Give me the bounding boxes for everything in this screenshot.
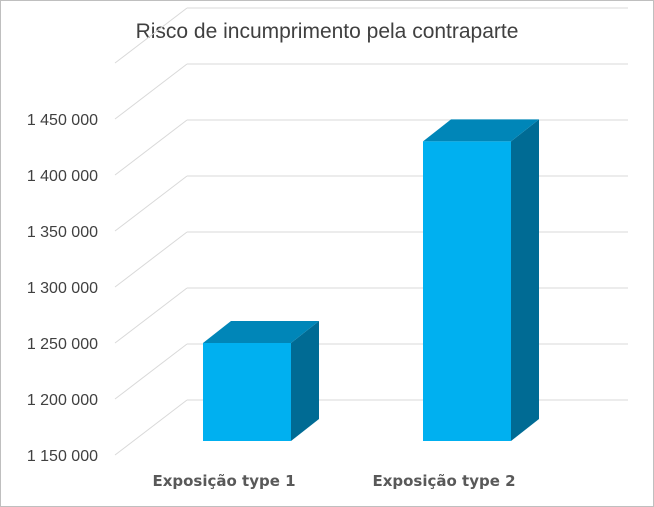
y-tick-label: 1 300 000 — [27, 280, 98, 297]
bar — [423, 141, 511, 441]
y-tick-label: 1 250 000 — [27, 336, 98, 353]
y-tick-label: 1 400 000 — [27, 168, 98, 185]
bar — [203, 343, 291, 441]
x-category-label: Exposição type 1 — [152, 472, 295, 490]
gridline-wall — [114, 231, 188, 288]
gridline-wall — [114, 7, 188, 64]
x-category-label: Exposição type 2 — [372, 472, 515, 490]
gridline-wall — [114, 343, 188, 400]
gridline-wall — [114, 175, 188, 232]
bar-top — [203, 321, 319, 343]
y-tick-label: 1 350 000 — [27, 224, 98, 241]
y-tick-label: 1 450 000 — [27, 112, 98, 129]
gridline-wall — [114, 287, 188, 344]
y-tick-label: 1 200 000 — [27, 392, 98, 409]
bar-side — [511, 119, 539, 442]
y-tick-label: 1 150 000 — [27, 448, 98, 465]
gridline-wall — [114, 63, 188, 120]
bar-side — [291, 321, 319, 441]
chart-title: Risco de incumprimento pela contraparte — [135, 20, 519, 43]
gridline-wall — [114, 119, 188, 176]
bar-top — [423, 119, 539, 142]
gridline-wall — [114, 399, 188, 456]
